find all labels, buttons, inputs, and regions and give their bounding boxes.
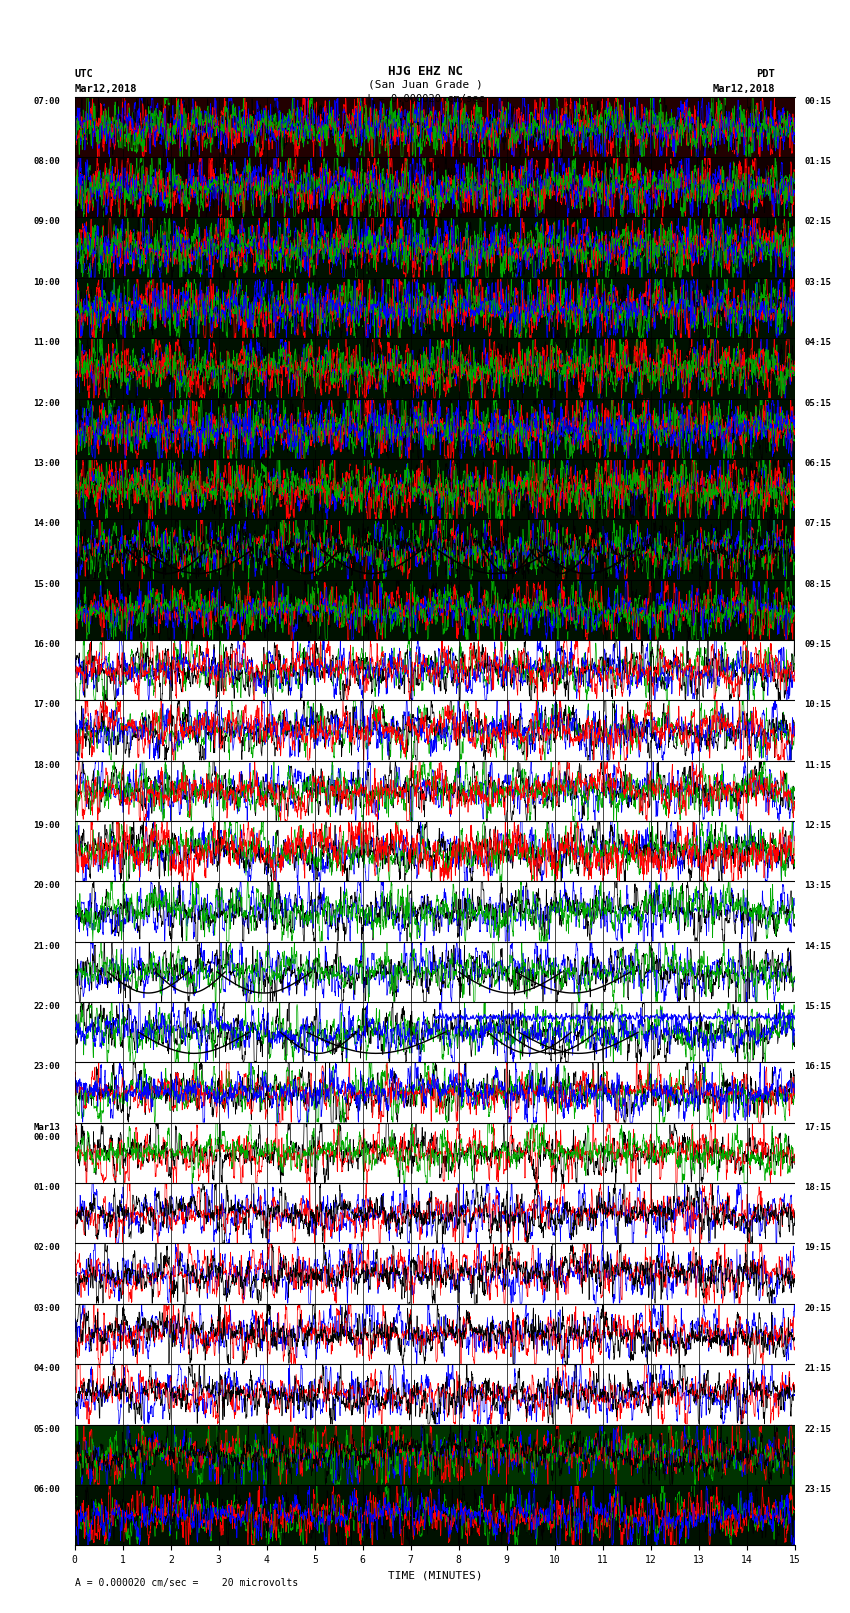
Bar — [75, 1365, 795, 1424]
Bar — [75, 761, 795, 821]
Text: 16:00: 16:00 — [33, 640, 60, 648]
Text: 05:00: 05:00 — [33, 1424, 60, 1434]
Text: 11:15: 11:15 — [804, 761, 831, 769]
Text: 22:15: 22:15 — [804, 1424, 831, 1434]
Text: 17:00: 17:00 — [33, 700, 60, 710]
Text: 19:15: 19:15 — [804, 1244, 831, 1252]
Bar — [75, 579, 795, 640]
Text: 17:15: 17:15 — [804, 1123, 831, 1132]
Text: 09:00: 09:00 — [33, 218, 60, 226]
Bar — [75, 1184, 795, 1244]
Text: PDT: PDT — [756, 69, 775, 79]
Bar — [75, 519, 795, 579]
Text: 00:15: 00:15 — [804, 97, 831, 106]
Text: 20:15: 20:15 — [804, 1303, 831, 1313]
Bar — [75, 1486, 795, 1545]
Text: 14:15: 14:15 — [804, 942, 831, 950]
Text: 20:00: 20:00 — [33, 881, 60, 890]
Bar — [75, 1303, 795, 1365]
Bar — [75, 1244, 795, 1303]
Text: 23:15: 23:15 — [804, 1486, 831, 1494]
Text: 09:15: 09:15 — [804, 640, 831, 648]
Text: UTC: UTC — [75, 69, 94, 79]
Text: 15:15: 15:15 — [804, 1002, 831, 1011]
Bar — [75, 700, 795, 761]
Bar — [75, 97, 795, 156]
Text: 10:15: 10:15 — [804, 700, 831, 710]
Text: 14:00: 14:00 — [33, 519, 60, 527]
Text: 06:15: 06:15 — [804, 460, 831, 468]
Text: 13:00: 13:00 — [33, 460, 60, 468]
Text: 01:00: 01:00 — [33, 1184, 60, 1192]
Text: 03:15: 03:15 — [804, 277, 831, 287]
Text: 18:15: 18:15 — [804, 1184, 831, 1192]
Bar — [75, 640, 795, 700]
Text: 03:00: 03:00 — [33, 1303, 60, 1313]
Text: 13:15: 13:15 — [804, 881, 831, 890]
Text: 12:00: 12:00 — [33, 398, 60, 408]
Bar — [75, 398, 795, 460]
Text: 15:00: 15:00 — [33, 579, 60, 589]
Bar — [75, 339, 795, 398]
Text: A = 0.000020 cm/sec =    20 microvolts: A = 0.000020 cm/sec = 20 microvolts — [75, 1578, 298, 1587]
Bar — [75, 1063, 795, 1123]
Text: 21:15: 21:15 — [804, 1365, 831, 1373]
Text: 16:15: 16:15 — [804, 1063, 831, 1071]
Bar — [75, 942, 795, 1002]
Text: 04:00: 04:00 — [33, 1365, 60, 1373]
Text: (San Juan Grade ): (San Juan Grade ) — [367, 79, 483, 89]
Bar — [75, 156, 795, 218]
Bar — [75, 821, 795, 881]
Text: 22:00: 22:00 — [33, 1002, 60, 1011]
Text: 07:00: 07:00 — [33, 97, 60, 106]
Text: 06:00: 06:00 — [33, 1486, 60, 1494]
Text: Mar12,2018: Mar12,2018 — [712, 84, 775, 94]
Bar — [75, 1002, 795, 1063]
Text: Mar12,2018: Mar12,2018 — [75, 84, 138, 94]
Text: | = 0.000020 cm/sec: | = 0.000020 cm/sec — [366, 94, 484, 105]
Bar — [75, 277, 795, 339]
Text: 21:00: 21:00 — [33, 942, 60, 950]
X-axis label: TIME (MINUTES): TIME (MINUTES) — [388, 1571, 482, 1581]
Text: 08:00: 08:00 — [33, 156, 60, 166]
Bar — [75, 881, 795, 942]
Text: 07:15: 07:15 — [804, 519, 831, 527]
Text: 18:00: 18:00 — [33, 761, 60, 769]
Text: 23:00: 23:00 — [33, 1063, 60, 1071]
Text: 08:15: 08:15 — [804, 579, 831, 589]
Bar — [75, 1123, 795, 1184]
Bar — [75, 458, 795, 519]
Bar — [75, 1424, 795, 1486]
Text: HJG EHZ NC: HJG EHZ NC — [388, 65, 462, 77]
Text: 01:15: 01:15 — [804, 156, 831, 166]
Bar — [75, 218, 795, 277]
Text: 02:15: 02:15 — [804, 218, 831, 226]
Text: 12:15: 12:15 — [804, 821, 831, 831]
Text: 11:00: 11:00 — [33, 339, 60, 347]
Text: 05:15: 05:15 — [804, 398, 831, 408]
Text: 19:00: 19:00 — [33, 821, 60, 831]
Text: 02:00: 02:00 — [33, 1244, 60, 1252]
Text: 04:15: 04:15 — [804, 339, 831, 347]
Text: Mar13
00:00: Mar13 00:00 — [33, 1123, 60, 1142]
Text: 10:00: 10:00 — [33, 277, 60, 287]
